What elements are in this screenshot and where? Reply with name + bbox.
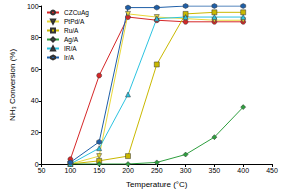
svg-text:200: 200 [122, 167, 134, 174]
svg-text:Ir/A: Ir/A [64, 54, 75, 61]
svg-text:20: 20 [31, 129, 39, 136]
svg-text:PtPd/A: PtPd/A [64, 18, 85, 25]
svg-text:NH₃ Conversion (%): NH₃ Conversion (%) [8, 49, 17, 122]
svg-text:300: 300 [180, 167, 192, 174]
svg-text:50: 50 [38, 167, 46, 174]
svg-text:100: 100 [65, 167, 77, 174]
svg-text:Ag/A: Ag/A [64, 36, 79, 44]
svg-text:Temperature (°C): Temperature (°C) [126, 180, 188, 189]
svg-text:100: 100 [27, 3, 39, 10]
svg-text:Ru/A: Ru/A [64, 27, 79, 34]
svg-text:40: 40 [31, 97, 39, 104]
svg-text:400: 400 [237, 167, 249, 174]
svg-text:60: 60 [31, 66, 39, 73]
svg-text:IR/A: IR/A [64, 45, 77, 52]
svg-text:80: 80 [31, 34, 39, 41]
svg-text:250: 250 [151, 167, 163, 174]
svg-text:CZCuAg: CZCuAg [64, 9, 89, 17]
svg-text:0: 0 [34, 160, 39, 168]
svg-text:450: 450 [266, 167, 278, 174]
svg-text:350: 350 [209, 167, 221, 174]
svg-text:150: 150 [93, 167, 105, 174]
